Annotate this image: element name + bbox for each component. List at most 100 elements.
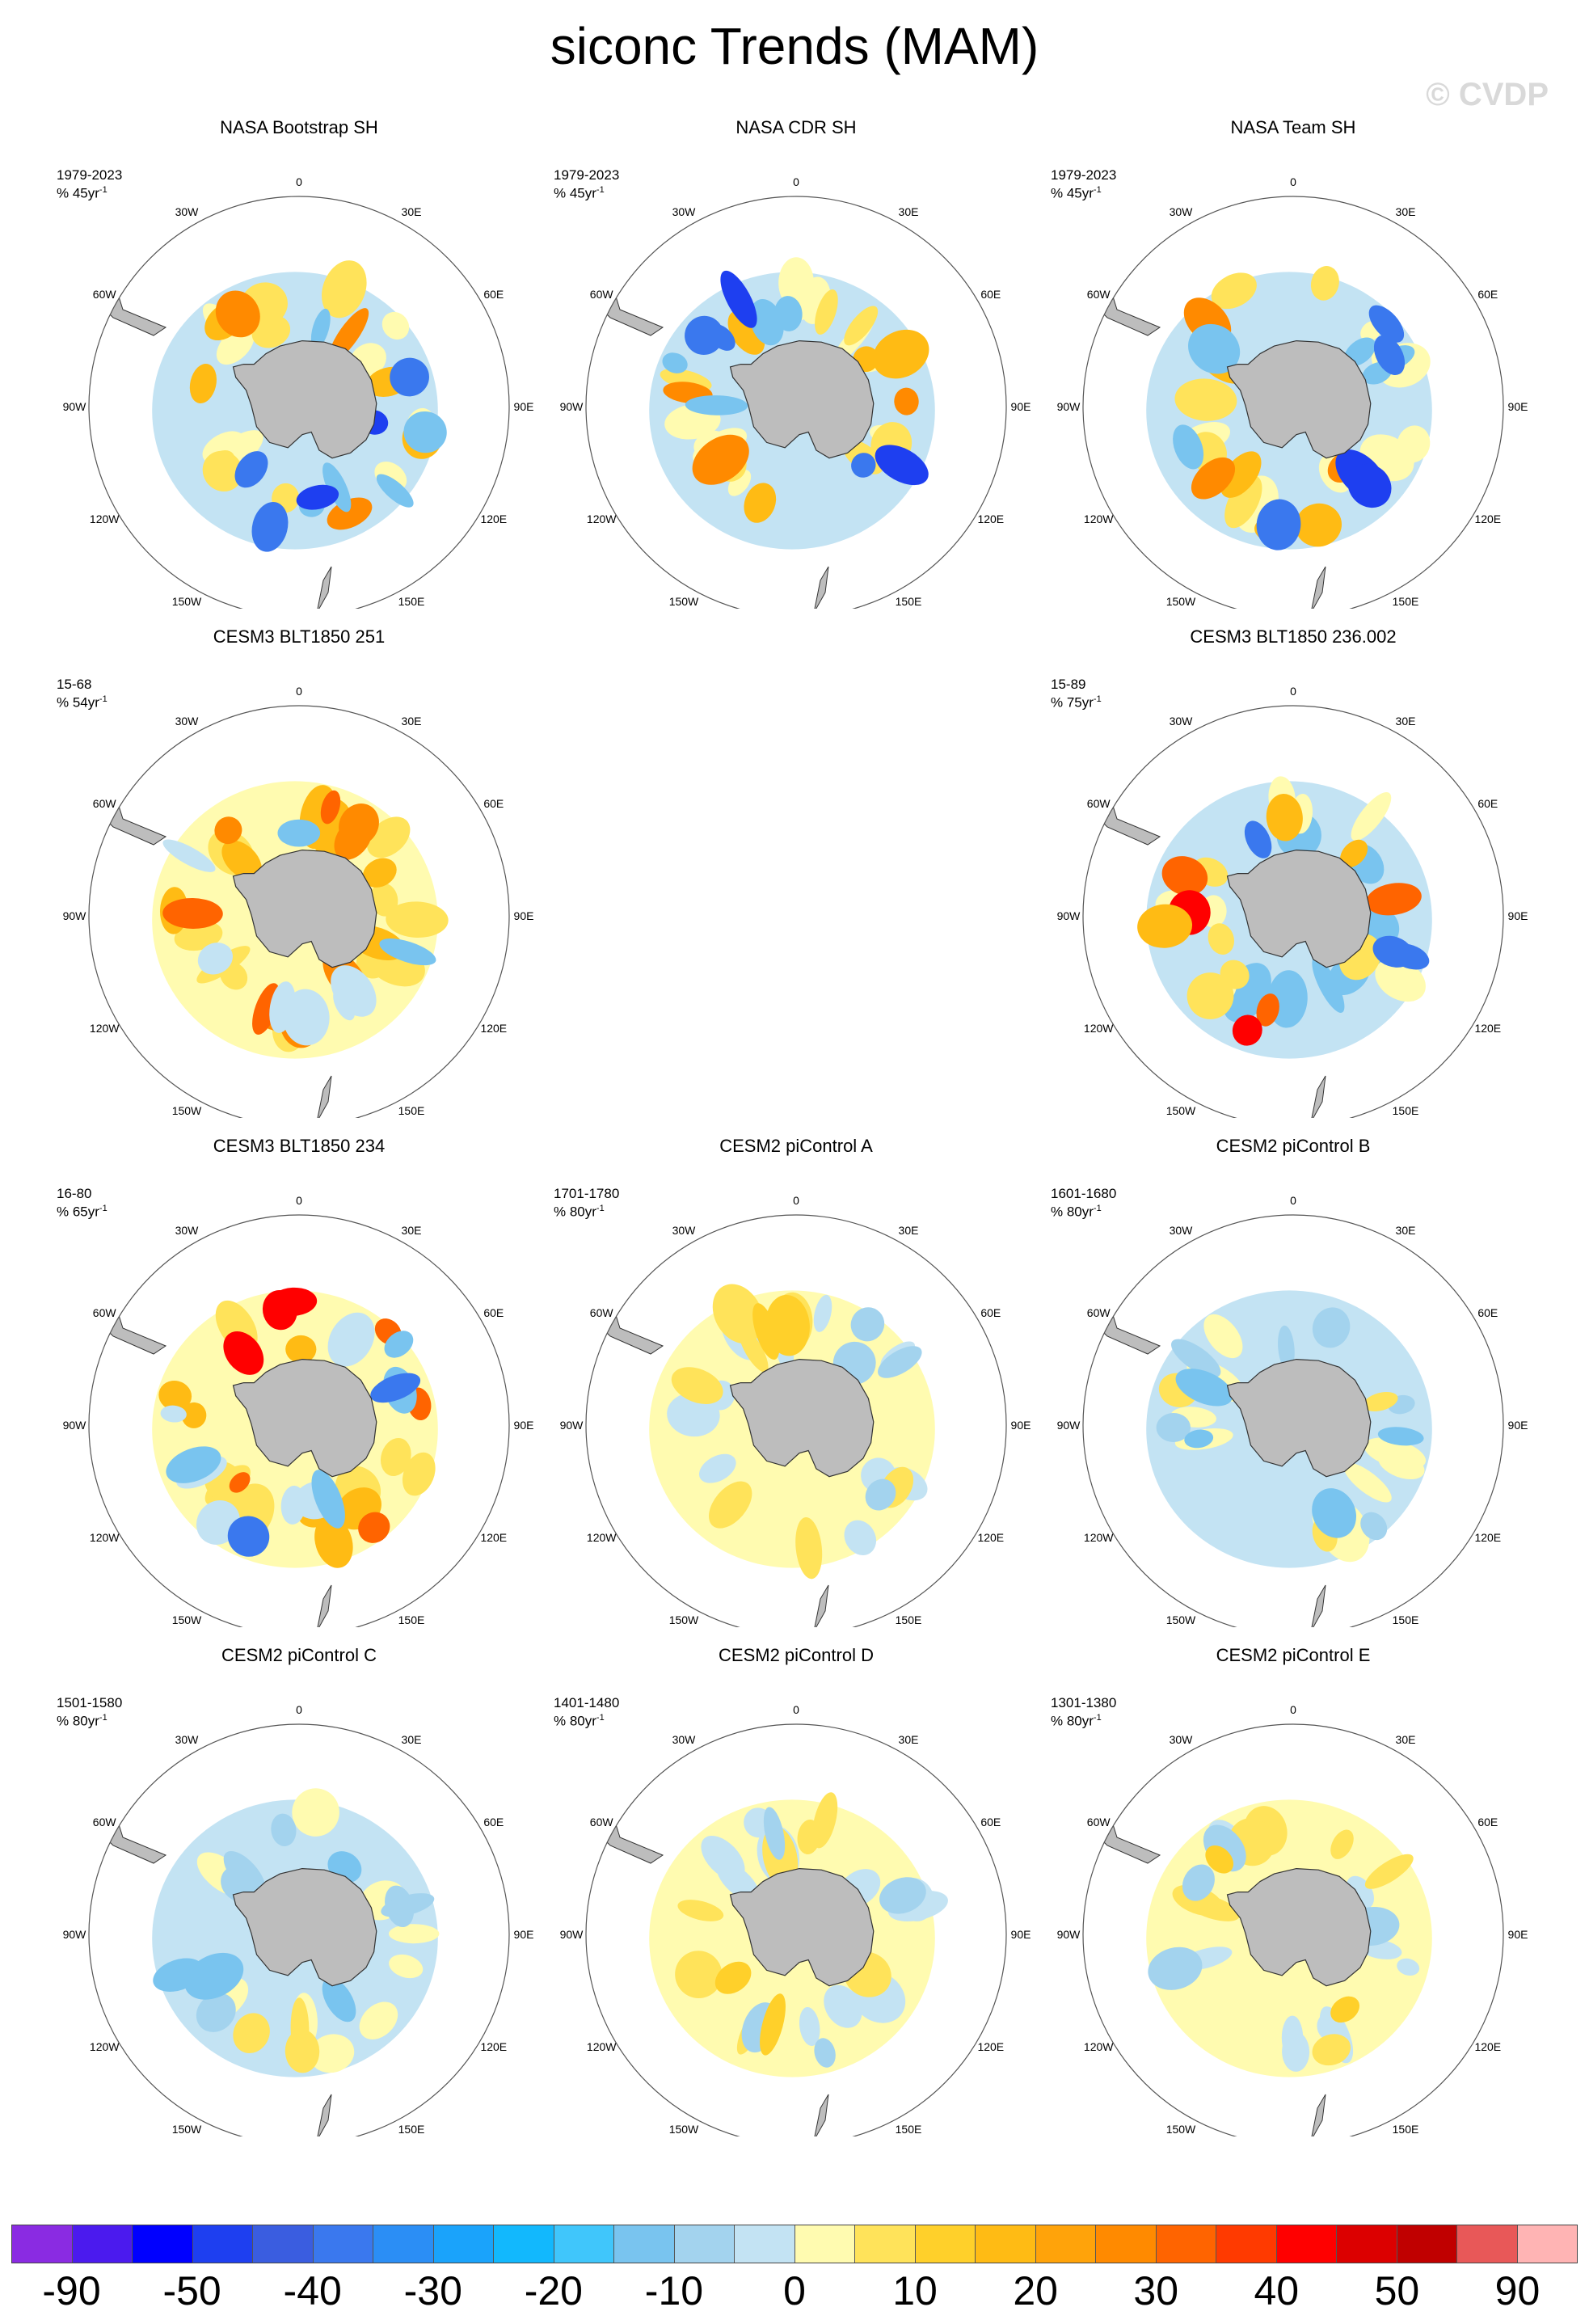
map-panel: CESM2 piControl D 1401-1480 % 80yr-1 0 30E 60…: [554, 1645, 1039, 2146]
longitude-label: 150W: [172, 1613, 202, 1626]
panel-title: CESM2 piControl D: [719, 1645, 874, 1665]
colorbar-tick-label: 10: [892, 2268, 938, 2313]
longitude-label: 150W: [172, 595, 202, 608]
longitude-label: 90E: [1011, 1419, 1031, 1432]
trend-patch: [327, 1312, 375, 1367]
panel-period-info: 16-80 % 65yr-1: [57, 1186, 107, 1220]
trend-patch: [229, 1472, 251, 1493]
new-zealand-landmass: [813, 2094, 829, 2136]
longitude-label: 90E: [514, 1928, 534, 1941]
longitude-label: 30E: [1396, 1733, 1416, 1746]
longitude-label: 90W: [63, 909, 87, 922]
trend-patch: [1188, 323, 1241, 374]
antarctica-landmass: [232, 849, 377, 968]
trend-patch: [380, 1437, 411, 1477]
panel-period-info: 1701-1780 % 80yr-1: [554, 1186, 619, 1220]
longitude-label: 90E: [514, 1419, 534, 1432]
trend-patch: [215, 290, 260, 338]
trend-patch: [359, 2001, 398, 2039]
south-america-landmass: [89, 272, 167, 336]
trend-patch: [181, 1402, 207, 1428]
new-zealand-landmass: [1310, 2094, 1326, 2136]
panel-years: 1979-2023: [1051, 167, 1117, 183]
longitude-label: 0: [296, 1703, 302, 1716]
longitude-label: 30E: [1396, 1224, 1416, 1237]
panel-title: CESM2 piControl C: [221, 1645, 377, 1665]
map-panel: CESM3 BLT1850 236.002 15-89 % 75yr-1 0 30E 60…: [1051, 626, 1536, 1128]
map-panel: NASA Bootstrap SH 1979-2023 % 45yr-1 0 30E 60…: [57, 117, 542, 618]
longitude-label: 120E: [480, 1022, 507, 1035]
longitude-label: 120W: [1084, 1022, 1114, 1035]
map-panel: CESM3 BLT1850 234 16-80 % 65yr-1 0 30E 60E 90E…: [57, 1136, 542, 1637]
panel-years: 15-89: [1051, 677, 1086, 692]
trend-patch: [1186, 972, 1234, 1019]
trend-patch: [381, 311, 410, 340]
longitude-label: 90W: [63, 1419, 87, 1432]
trend-patch: [872, 329, 929, 379]
antarctica-landmass: [1226, 1358, 1372, 1478]
trend-patch: [1148, 1947, 1203, 1990]
colorbar-swatch: [373, 2225, 434, 2263]
trend-patch: [1224, 475, 1262, 529]
trend-patch: [271, 1813, 297, 1847]
longitude-label: 60W: [1087, 288, 1111, 301]
colorbar-swatch: [1216, 2225, 1277, 2263]
trend-patch: [379, 938, 436, 966]
longitude-label: 0: [296, 685, 302, 698]
trend-patch: [739, 1327, 769, 1373]
trend-patch: [251, 501, 289, 552]
trend-patch: [850, 1307, 885, 1342]
colorbar-tick-label: 40: [1254, 2268, 1300, 2313]
colorbar-swatch: [433, 2225, 494, 2263]
polar-map: 030E60E90E120E150E180150W120W90W60W30W: [560, 1194, 1031, 1627]
panel-units: % 75yr-1: [1051, 694, 1102, 711]
longitude-label: 60W: [590, 1816, 614, 1828]
colorbar-swatch: [976, 2225, 1036, 2263]
colorbar-swatch: [1096, 2225, 1157, 2263]
trend-patch: [314, 1516, 353, 1568]
longitude-label: 0: [793, 1703, 799, 1716]
new-zealand-landmass: [316, 566, 332, 609]
colorbar-swatch: [72, 2225, 133, 2263]
trend-patch: [1366, 883, 1422, 916]
trend-patch: [1191, 457, 1236, 500]
colorbar-tick-label: 20: [1013, 2268, 1058, 2313]
south-america-landmass: [89, 782, 167, 846]
longitude-label: 150W: [669, 595, 699, 608]
trend-patch: [744, 483, 777, 523]
colorbar-tick-label: -10: [644, 2268, 704, 2313]
polar-map: 030E60E90E120E150E180150W120W90W60W30W: [560, 1703, 1031, 2136]
trend-patch: [1188, 394, 1230, 413]
panel-years: 1601-1680: [1051, 1186, 1117, 1201]
trend-patch: [865, 1478, 896, 1511]
new-zealand-landmass: [316, 1075, 332, 1118]
panel-period-info: 1301-1380 % 80yr-1: [1051, 1695, 1116, 1729]
polar-map: 030E60E90E120E150E180150W120W90W60W30W: [63, 1194, 534, 1627]
longitude-label: 150W: [172, 1104, 202, 1117]
panel-years: 16-80: [57, 1186, 92, 1201]
new-zealand-landmass: [1310, 1075, 1326, 1118]
trend-patch: [749, 298, 784, 346]
longitude-label: 60W: [93, 1306, 117, 1319]
trend-patch: [1266, 794, 1303, 841]
longitude-label: 60E: [980, 1816, 1001, 1828]
longitude-label: 90E: [1508, 400, 1528, 413]
trend-patch: [334, 816, 373, 860]
longitude-label: 150E: [896, 1613, 922, 1626]
longitude-label: 120W: [1084, 2040, 1114, 2053]
trend-patch: [390, 357, 429, 397]
trend-patch: [322, 1977, 356, 2022]
trend-patch: [358, 1512, 390, 1543]
trend-patch: [1295, 503, 1342, 547]
trend-patch: [403, 411, 447, 453]
longitude-label: 150W: [1166, 1104, 1196, 1117]
longitude-label: 150E: [398, 2123, 425, 2136]
longitude-label: 120W: [587, 512, 617, 525]
trend-patch: [709, 1481, 752, 1529]
trend-patch: [763, 1807, 786, 1860]
trend-patch: [714, 1961, 752, 1994]
trend-patch: [844, 1520, 877, 1555]
longitude-label: 150E: [1393, 1613, 1419, 1626]
trend-patch: [214, 816, 242, 845]
colorbar-swatch: [1397, 2225, 1457, 2263]
